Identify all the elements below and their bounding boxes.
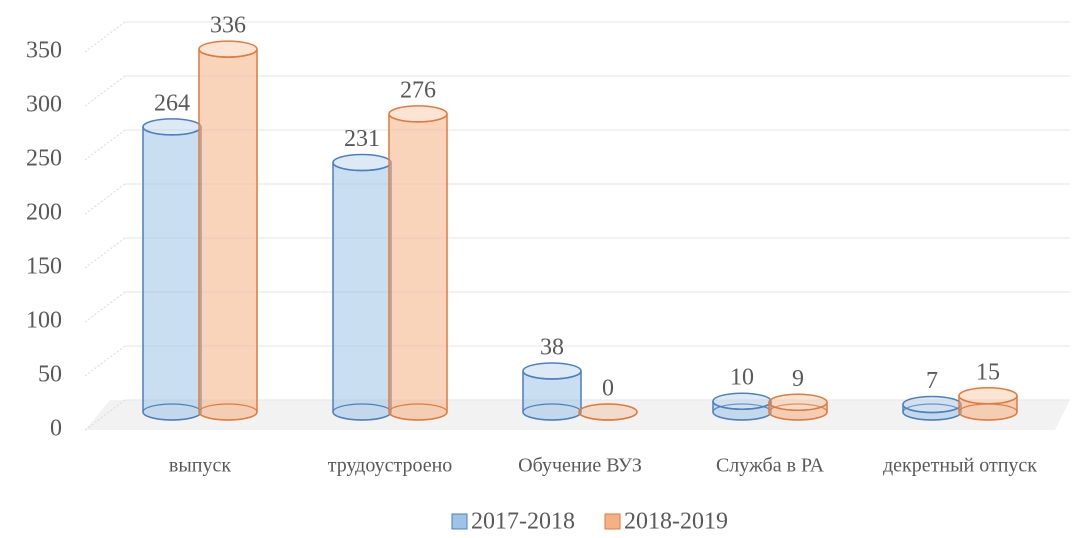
data-label: 264	[154, 90, 190, 116]
data-label: 336	[210, 13, 246, 39]
grid-line	[84, 183, 126, 215]
bar-base	[388, 403, 448, 421]
grid-line	[84, 237, 126, 269]
y-tick-label: 200	[26, 200, 62, 226]
bar	[198, 48, 258, 421]
data-label: 0	[602, 376, 614, 402]
bar-base	[768, 403, 828, 421]
x-tick-label: выпуск	[169, 455, 231, 477]
bar-top	[142, 118, 202, 136]
bar-top	[712, 392, 772, 410]
legend-item: 2017-2018	[451, 509, 575, 535]
y-tick-label: 300	[26, 92, 62, 118]
bar-top	[388, 105, 448, 123]
legend-label: 2018-2019	[624, 509, 728, 535]
bar-top	[198, 40, 258, 58]
bar	[332, 162, 392, 421]
grid-line	[84, 291, 126, 323]
grid-line	[84, 399, 126, 431]
legend-swatch	[451, 513, 468, 530]
data-label: 231	[344, 126, 380, 152]
bar-top	[332, 153, 392, 172]
data-label: 7	[926, 368, 938, 394]
x-tick-label: декретный отпуск	[883, 455, 1037, 477]
grid-line	[84, 21, 126, 53]
bar-base	[198, 403, 258, 421]
y-tick-label: 150	[26, 254, 62, 280]
bar	[142, 126, 202, 421]
x-tick-label: Служба в РА	[716, 455, 825, 477]
bar-top	[958, 387, 1018, 405]
bar-top	[768, 393, 828, 412]
x-tick-label: трудоустроено	[328, 455, 453, 477]
bar	[388, 113, 448, 421]
legend-item: 2018-2019	[604, 509, 728, 535]
bar-base	[522, 403, 582, 421]
data-label: 10	[730, 365, 754, 391]
data-label: 276	[400, 77, 436, 103]
bar-top	[578, 403, 638, 421]
bar-top	[522, 362, 582, 380]
legend-label: 2017-2018	[471, 509, 575, 535]
bar-top	[902, 395, 962, 414]
grid-line	[84, 129, 126, 161]
y-tick-label: 0	[50, 416, 62, 442]
grid-line	[84, 75, 126, 107]
x-tick-label: Обучение ВУЗ	[518, 455, 642, 477]
data-label: 38	[540, 334, 564, 360]
grid-line	[84, 345, 126, 377]
y-tick-label: 350	[26, 38, 62, 64]
legend-swatch	[604, 513, 621, 530]
y-tick-label: 250	[26, 146, 62, 172]
y-tick-label: 100	[26, 308, 62, 334]
data-label: 15	[976, 359, 1000, 385]
data-label: 9	[792, 366, 804, 392]
y-tick-label: 50	[38, 362, 62, 388]
